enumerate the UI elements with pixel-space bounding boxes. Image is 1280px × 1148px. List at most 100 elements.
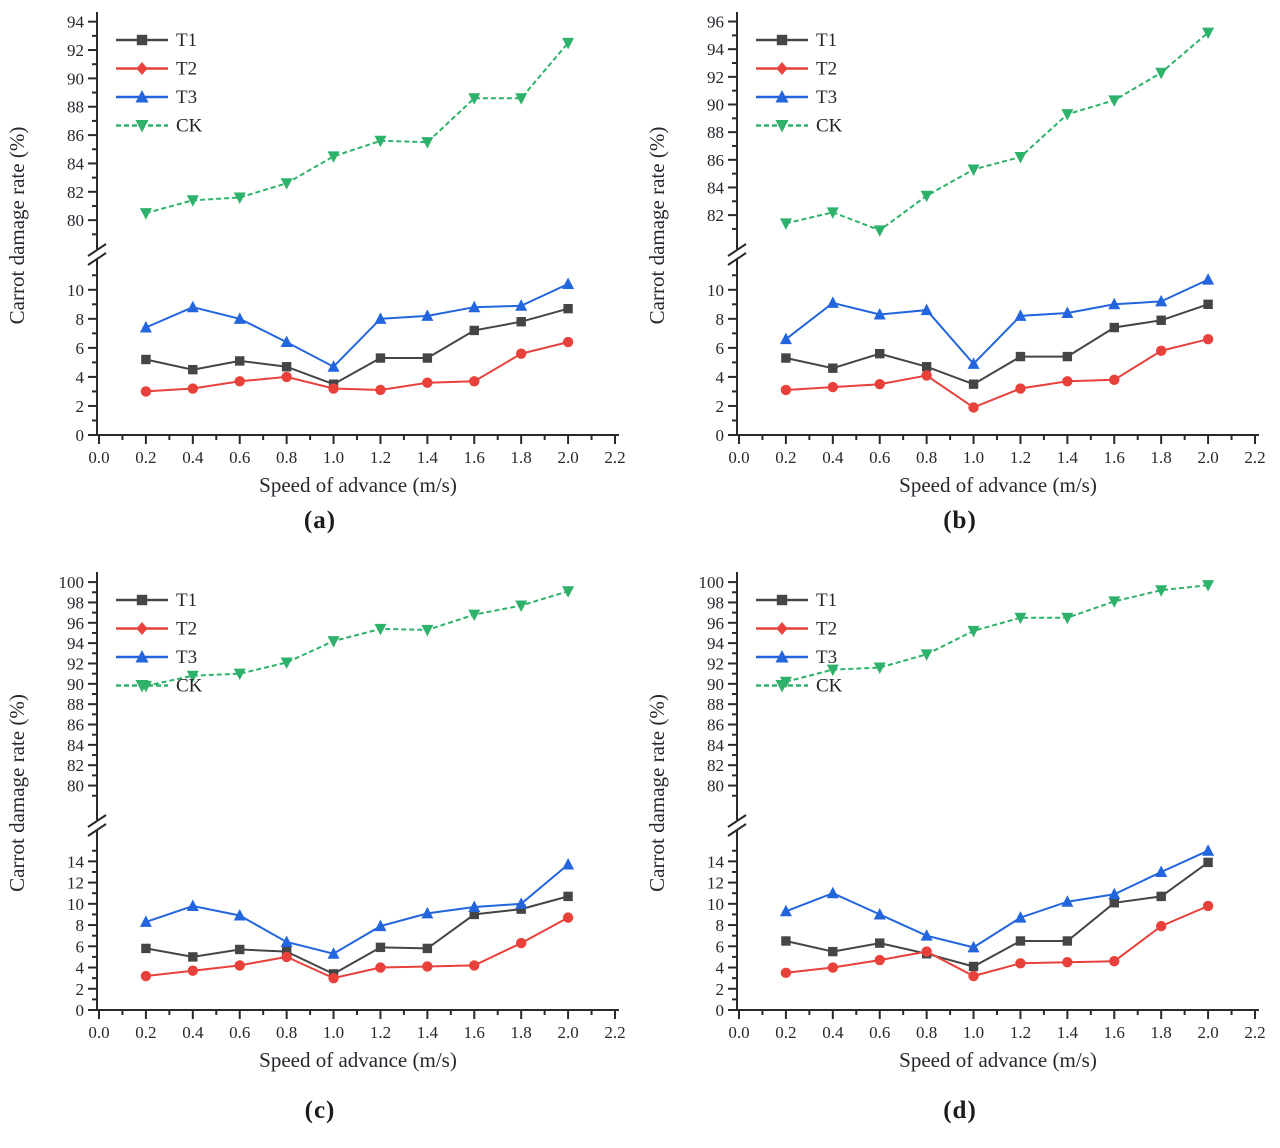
svg-text:0.6: 0.6 [869, 1023, 890, 1042]
svg-text:94: 94 [707, 634, 725, 653]
series-T1 [141, 303, 573, 389]
svg-text:4: 4 [716, 959, 725, 978]
caption-a: (a) [303, 507, 337, 534]
x-tick-labels: 0.0 0.2 0.4 0.6 0.8 1.0 1.2 1.4 1.6 1.8 2.0 2.2 [88, 448, 625, 467]
legend-label-T1: T1 [176, 590, 197, 611]
svg-text:0.4: 0.4 [822, 1023, 844, 1042]
svg-text:1.0: 1.0 [963, 448, 984, 467]
svg-text:100: 100 [59, 573, 85, 592]
axis-break-mark [727, 243, 747, 266]
svg-text:90: 90 [67, 69, 84, 88]
legend: T1 T2 T3 CK [116, 590, 203, 697]
x-tick-labels: 0.0 0.2 0.4 0.6 0.8 1.0 1.2 1.4 1.6 1.8 2.0 2.2 [728, 1023, 1265, 1042]
series-T3 [779, 273, 1215, 369]
svg-text:88: 88 [67, 98, 84, 117]
svg-text:92: 92 [67, 654, 84, 673]
legend-label-T3: T3 [816, 647, 837, 668]
svg-text:10: 10 [67, 281, 84, 300]
chart-root-a: 80 82 84 86 88 90 92 94 0 2 4 6 8 10 0.0 0.2 0.4 0.6 0.8 1.… [5, 12, 626, 497]
svg-text:12: 12 [707, 874, 724, 893]
y-tick-labels: 82 84 86 88 90 92 94 96 0 2 4 6 8 10 [707, 13, 725, 445]
x-axis-label: Speed of advance (m/s) [899, 1048, 1097, 1072]
svg-text:84: 84 [67, 154, 85, 173]
y-axis-label: Carrot damage rate (%) [645, 694, 669, 892]
legend-label-T2: T2 [816, 619, 837, 640]
svg-text:4: 4 [76, 368, 85, 387]
svg-text:84: 84 [707, 736, 725, 755]
series-T3 [139, 277, 575, 372]
svg-text:0.4: 0.4 [182, 1023, 204, 1042]
legend-label-T1: T1 [176, 30, 197, 51]
svg-text:0: 0 [76, 1001, 85, 1020]
svg-text:84: 84 [67, 736, 85, 755]
svg-text:94: 94 [67, 13, 85, 32]
x-axis-label: Speed of advance (m/s) [899, 473, 1097, 497]
svg-text:100: 100 [699, 573, 725, 592]
svg-text:2.2: 2.2 [604, 448, 625, 467]
svg-text:0.0: 0.0 [728, 448, 749, 467]
svg-text:1.2: 1.2 [370, 1023, 391, 1042]
svg-text:92: 92 [707, 68, 724, 87]
svg-text:1.4: 1.4 [1057, 1023, 1079, 1042]
svg-text:0.8: 0.8 [916, 1023, 937, 1042]
svg-text:0.0: 0.0 [88, 448, 109, 467]
legend-label-T2: T2 [176, 619, 197, 640]
svg-text:88: 88 [707, 695, 724, 714]
legend-label-CK: CK [176, 116, 203, 137]
caption-d: (d) [943, 1097, 977, 1124]
svg-text:0.8: 0.8 [916, 448, 937, 467]
svg-text:8: 8 [76, 916, 85, 935]
svg-text:12: 12 [67, 874, 84, 893]
axes [735, 572, 1259, 1011]
svg-text:0.4: 0.4 [822, 448, 844, 467]
series-CK [139, 37, 575, 220]
svg-text:0.2: 0.2 [775, 448, 796, 467]
legend-label-CK: CK [176, 676, 203, 697]
series-T2 [140, 912, 574, 984]
svg-text:0.8: 0.8 [276, 448, 297, 467]
legend: T1 T2 T3 CK [116, 30, 203, 137]
svg-text:82: 82 [707, 756, 724, 775]
panel-d: 80 82 84 86 88 90 92 94 96 98 100 0 2 4 6 8 10 12 14 0.0 0.2… [640, 560, 1280, 1148]
svg-text:86: 86 [67, 126, 84, 145]
svg-text:10: 10 [707, 895, 724, 914]
svg-text:1.4: 1.4 [417, 1023, 439, 1042]
svg-text:98: 98 [67, 593, 84, 612]
svg-text:6: 6 [716, 937, 725, 956]
panel-a: 80 82 84 86 88 90 92 94 0 2 4 6 8 10 0.0 0.2 0.4 0.6 0.8 1.… [0, 0, 640, 560]
svg-text:10: 10 [707, 281, 724, 300]
svg-text:1.2: 1.2 [370, 448, 391, 467]
svg-text:14: 14 [707, 852, 725, 871]
series-T2 [140, 336, 574, 397]
series-T3 [779, 844, 1215, 953]
x-axis-label: Speed of advance (m/s) [259, 473, 457, 497]
y-axis-label: Carrot damage rate (%) [5, 127, 29, 325]
legend-label-T1: T1 [816, 590, 837, 611]
y-tick-labels: 80 82 84 86 88 90 92 94 0 2 4 6 8 10 [67, 13, 85, 445]
svg-text:90: 90 [707, 675, 724, 694]
svg-text:0.0: 0.0 [88, 1023, 109, 1042]
svg-text:8: 8 [716, 310, 725, 329]
svg-text:1.4: 1.4 [417, 448, 439, 467]
chart-a: 80 82 84 86 88 90 92 94 0 2 4 6 8 10 0.0 0.2 0.4 0.6 0.8 1.… [5, 12, 626, 497]
svg-text:92: 92 [707, 654, 724, 673]
legend-label-CK: CK [816, 116, 843, 137]
svg-text:1.6: 1.6 [464, 1023, 485, 1042]
svg-text:1.0: 1.0 [323, 448, 344, 467]
legend: T1 T2 T3 CK [756, 590, 843, 697]
svg-text:96: 96 [707, 614, 724, 633]
svg-text:0.8: 0.8 [276, 1023, 297, 1042]
svg-text:2.0: 2.0 [1197, 448, 1218, 467]
y-ticks [728, 581, 737, 1011]
series-T2 [780, 333, 1214, 413]
axis-break-mark [727, 814, 747, 837]
svg-text:2: 2 [716, 980, 725, 999]
panel-c: 80 82 84 86 88 90 92 94 96 98 100 0 2 4 6 8 10 12 14 0.0 0.2… [0, 560, 640, 1148]
axis-break-mark [87, 814, 107, 837]
chart-root-b: 82 84 86 88 90 92 94 96 0 2 4 6 8 10 0.0 0.2 0.4 0.6 0.8 1.… [645, 12, 1266, 497]
svg-text:0.2: 0.2 [135, 1023, 156, 1042]
svg-text:2: 2 [76, 980, 85, 999]
